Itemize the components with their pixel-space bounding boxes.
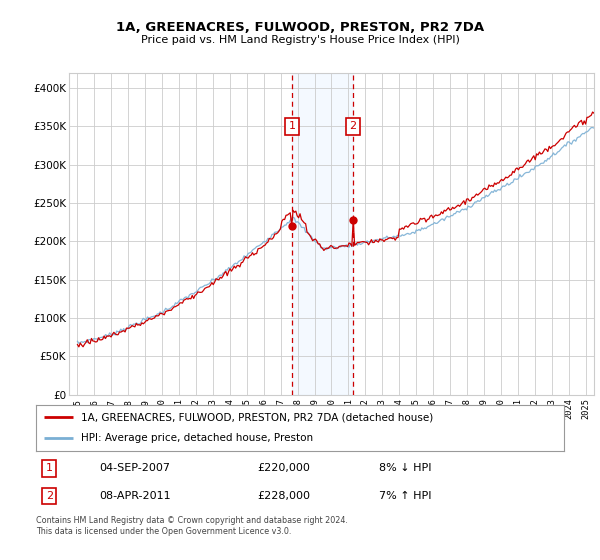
Text: HPI: Average price, detached house, Preston: HPI: Average price, detached house, Pres… [81, 433, 313, 444]
Bar [292, 73, 353, 395]
Text: 1: 1 [289, 122, 296, 132]
Text: 1A, GREENACRES, FULWOOD, PRESTON, PR2 7DA: 1A, GREENACRES, FULWOOD, PRESTON, PR2 7D… [116, 21, 484, 34]
Text: 08-APR-2011: 08-APR-2011 [100, 491, 171, 501]
Text: 8% ↓ HPI: 8% ↓ HPI [379, 464, 432, 473]
Text: 1: 1 [46, 464, 53, 473]
Text: £228,000: £228,000 [258, 491, 311, 501]
Text: £220,000: £220,000 [258, 464, 311, 473]
Text: Contains HM Land Registry data © Crown copyright and database right 2024.
This d: Contains HM Land Registry data © Crown c… [36, 516, 348, 536]
Text: 2: 2 [349, 122, 356, 132]
Text: Price paid vs. HM Land Registry's House Price Index (HPI): Price paid vs. HM Land Registry's House … [140, 35, 460, 45]
Text: 1A, GREENACRES, FULWOOD, PRESTON, PR2 7DA (detached house): 1A, GREENACRES, FULWOOD, PRESTON, PR2 7D… [81, 412, 433, 422]
Text: 2: 2 [46, 491, 53, 501]
Text: 7% ↑ HPI: 7% ↑ HPI [379, 491, 432, 501]
Text: 04-SEP-2007: 04-SEP-2007 [100, 464, 170, 473]
